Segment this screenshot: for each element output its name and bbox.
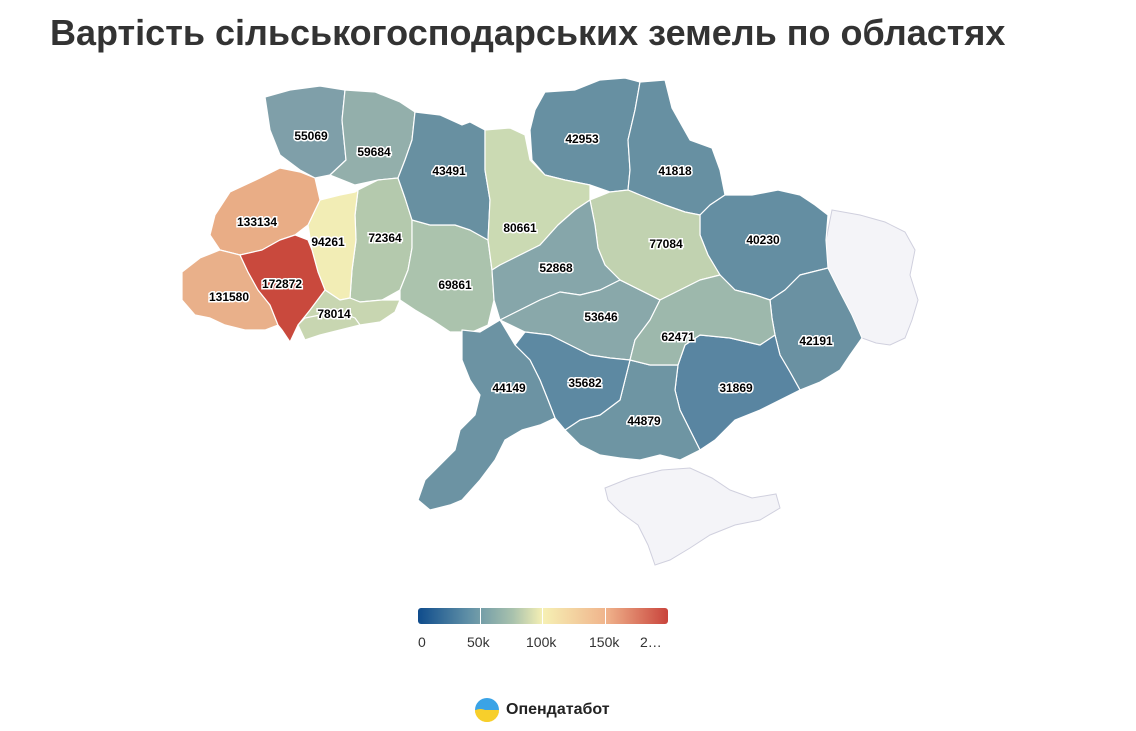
region-label-luhansk: 40230 [746,233,780,247]
legend-label-50k: 50k [467,634,490,650]
region-label-zhytomyr: 72364 [368,231,402,245]
region-label-kharkiv: 41818 [658,164,692,178]
region-crimea [604,467,781,566]
region-label-khmelnytskyi: 94261 [311,235,345,249]
region-label-volyn: 55069 [294,129,328,143]
legend-tick [480,608,481,624]
region-label-odesa: 44149 [492,381,526,395]
legend-tick [542,608,543,624]
region-chernihiv[interactable] [397,111,491,241]
region-label-sumy: 42953 [565,132,599,146]
opendatabot-logo-icon [475,698,499,722]
region-label-ivano-frankivsk: 172872 [262,277,302,291]
region-vinnytsia[interactable] [619,274,776,366]
region-label-mykolaiv: 35682 [568,376,602,390]
region-label-rivne: 59684 [357,145,391,159]
color-legend: 0 50k 100k 150k 2… [418,608,668,652]
region-label-zakarpattia: 131580 [209,290,249,304]
region-label-poltava: 77084 [649,237,683,251]
region-label-ternopil: 78014 [317,307,351,321]
region-kyiv[interactable] [399,219,495,333]
region-label-kyiv: 69861 [438,278,472,292]
region-label-donetsk: 42191 [799,334,833,348]
region-label-zaporizhzhia: 31869 [719,381,753,395]
legend-gradient-bar [418,608,668,624]
region-odesa[interactable] [417,319,556,511]
region-ivano-frankivsk[interactable] [239,234,326,343]
region-label-chernihiv: 43491 [432,164,466,178]
legend-label-100k: 100k [526,634,557,650]
legend-tick [605,608,606,624]
legend-label-0: 0 [418,634,426,650]
region-label-cherkasy: 80661 [503,221,537,235]
map-title: Вартість сільськогосподарських земель по… [50,12,1006,53]
region-chernivtsi[interactable] [297,311,361,341]
region-label-lviv: 133134 [237,215,277,229]
brand-name: Опендатабот [506,701,610,718]
legend-label-150k: 150k [589,634,620,650]
region-label-kirovohrad: 52868 [539,261,573,275]
legend-label-max: 2… [640,634,662,650]
brand[interactable]: Опендатабот [474,697,610,723]
region-label-vinnytsia: 62471 [661,330,695,344]
region-label-dnipropetrovsk: 53646 [584,310,618,324]
region-kharkiv[interactable] [627,79,726,216]
region-label-kherson: 44879 [627,414,661,428]
